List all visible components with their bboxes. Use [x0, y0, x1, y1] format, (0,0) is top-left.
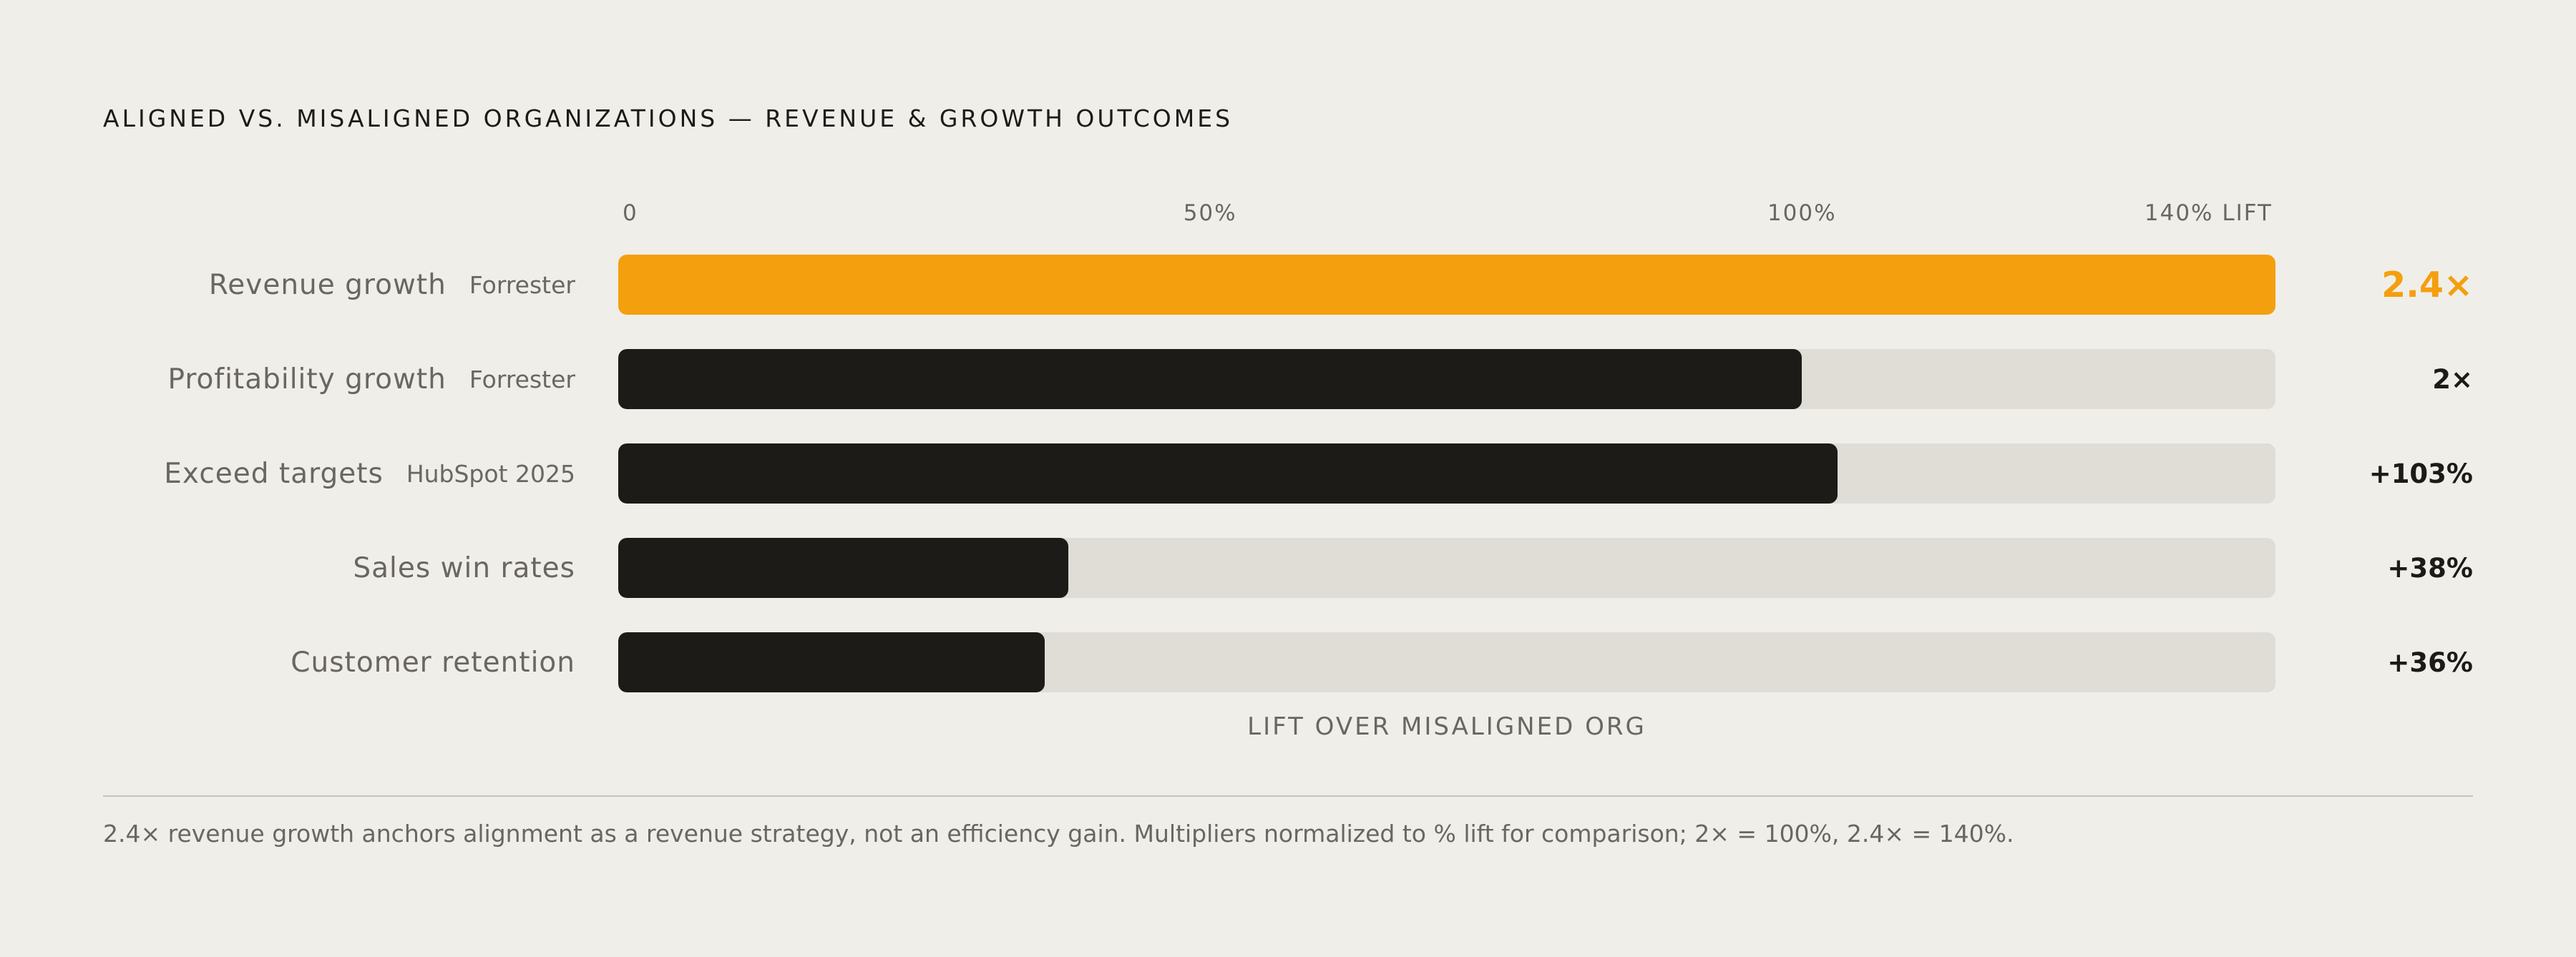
category-label: Revenue growth [208, 268, 447, 301]
source-label: Forrester [469, 365, 575, 393]
bar-label-group: Revenue growth Forrester [209, 255, 575, 315]
source-label: HubSpot 2025 [406, 459, 575, 488]
footnote: 2.4× revenue growth anchors alignment as… [103, 820, 2014, 848]
bar-row: Exceed targets HubSpot 2025 +103% [0, 443, 2576, 504]
x-tick-label: 100% [1767, 200, 1837, 226]
bar-label-group: Exceed targets HubSpot 2025 [164, 443, 575, 504]
value-label: 2.4× [2381, 264, 2473, 305]
chart-title: ALIGNED VS. MISALIGNED ORGANIZATIONS — R… [103, 104, 1234, 132]
bar-label-group: Profitability growth Forrester [168, 349, 576, 409]
bar [618, 443, 1838, 504]
value-label: +38% [2387, 552, 2473, 584]
x-axis-ticks: 0 50% 100% 140% LIFT [0, 200, 2576, 229]
x-tick-label: 0 [623, 200, 638, 226]
bar-row: Profitability growth Forrester 2× [0, 349, 2576, 409]
bar-track [618, 443, 2275, 504]
x-axis-title: LIFT OVER MISALIGNED ORG [1247, 712, 1646, 741]
x-tick-label: 140% LIFT [2144, 200, 2273, 226]
category-label: Customer retention [291, 646, 575, 679]
category-label: Profitability growth [167, 363, 447, 396]
category-label: Sales win rates [353, 551, 575, 584]
bar-label-group: Sales win rates [353, 538, 575, 598]
value-label: 2× [2432, 363, 2473, 395]
bar-track [618, 349, 2275, 409]
bar [618, 538, 1068, 598]
bar-row: Revenue growth Forrester 2.4× [0, 255, 2576, 315]
bar [618, 349, 1802, 409]
bar-row: Customer retention +36% [0, 632, 2576, 692]
value-label: +103% [2368, 458, 2473, 489]
source-label: Forrester [469, 270, 575, 299]
x-tick-label: 50% [1183, 200, 1237, 226]
bar-label-group: Customer retention [291, 632, 575, 692]
bar-track [618, 255, 2275, 315]
category-label: Exceed targets [164, 457, 384, 490]
bar-row: Sales win rates +38% [0, 538, 2576, 598]
bar [618, 632, 1045, 692]
bar-track [618, 632, 2275, 692]
bar-track [618, 538, 2275, 598]
divider [103, 795, 2473, 797]
bar [618, 255, 2275, 315]
value-label: +36% [2387, 647, 2473, 678]
